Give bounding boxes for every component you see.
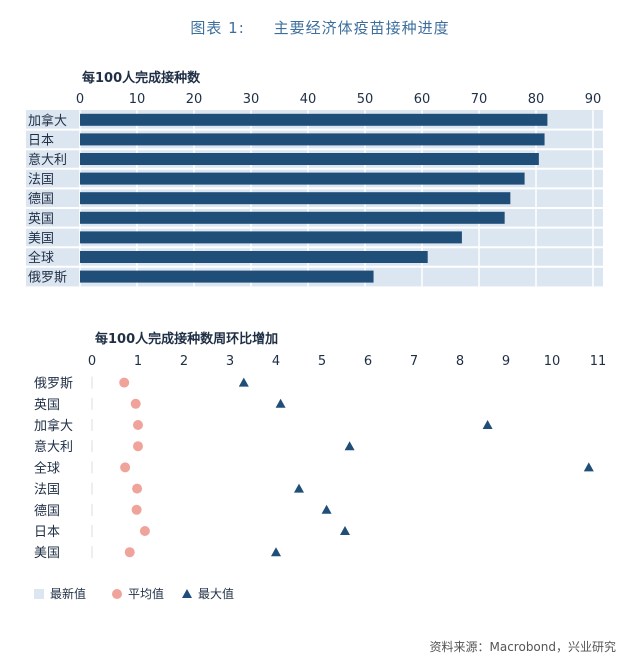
bar-x-tick-label: 30	[243, 92, 260, 107]
bar-x-tick-label: 60	[414, 92, 431, 107]
bar-category-label: 日本	[28, 133, 54, 148]
scatter-category-label: 美国	[34, 546, 60, 561]
scatter-x-tick-label: 0	[88, 354, 96, 369]
scatter-x-tick-label: 10	[544, 354, 561, 369]
max-point	[583, 462, 594, 472]
scatter-x-tick-label: 5	[318, 354, 326, 369]
bar-category-label: 德国	[28, 192, 54, 207]
bar-x-tick-label: 70	[471, 92, 488, 107]
scatter-category-label: 俄罗斯	[34, 377, 73, 392]
scatter-x-tick-label: 6	[364, 354, 372, 369]
avg-point	[133, 420, 143, 430]
bar-category-label: 俄罗斯	[28, 271, 67, 286]
avg-point	[130, 398, 141, 409]
bar-category-label: 法国	[28, 173, 54, 188]
bar-x-tick-label: 80	[528, 92, 545, 107]
avg-point	[124, 547, 135, 558]
legend-label: 最大值	[198, 586, 234, 601]
scatter-x-tick-label: 4	[272, 354, 280, 369]
bar	[80, 231, 462, 244]
bar-category-label: 加拿大	[28, 113, 67, 129]
scatter-x-tick-label: 3	[226, 354, 234, 369]
bar-x-tick-label: 40	[300, 92, 317, 107]
bar-x-tick-label: 0	[76, 92, 84, 107]
bar-category-label: 英国	[28, 212, 54, 227]
legend-swatch-latest	[34, 589, 44, 599]
max-point	[340, 526, 350, 535]
scatter-category-label: 日本	[34, 525, 60, 540]
bar-x-tick-label: 90	[585, 92, 602, 107]
max-point	[271, 547, 281, 557]
legend-swatch-average	[112, 589, 122, 599]
bar	[80, 192, 511, 205]
figure-title: 图表 1: 主要经济体疫苗接种进度	[190, 19, 450, 37]
scatter-x-tick-label: 7	[410, 354, 418, 369]
max-point	[294, 483, 304, 493]
avg-point	[120, 462, 131, 473]
bar	[80, 211, 505, 224]
avg-point	[131, 504, 142, 515]
bar	[80, 251, 428, 263]
bar	[80, 153, 539, 165]
bar-x-tick-label: 20	[186, 92, 203, 107]
legend-label: 最新值	[50, 586, 86, 601]
bar-x-tick-label: 10	[129, 92, 146, 107]
avg-point	[119, 377, 130, 388]
bar	[80, 270, 374, 283]
bar-chart-caption: 每100人完成接种数	[82, 71, 201, 86]
bar-category-label: 美国	[28, 231, 54, 246]
legend-label: 平均值	[128, 586, 164, 601]
scatter-x-tick-label: 2	[180, 354, 188, 369]
scatter-category-label: 德国	[34, 504, 60, 519]
scatter-category-label: 意大利	[34, 439, 73, 455]
bar	[80, 133, 545, 146]
avg-point	[139, 526, 150, 536]
scatter-x-tick-label: 9	[502, 354, 510, 369]
scatter-x-tick-label: 11	[590, 354, 607, 369]
bar-category-label: 全球	[28, 250, 54, 266]
bar-category-label: 意大利	[28, 152, 67, 168]
max-point	[482, 420, 493, 429]
avg-point	[132, 483, 143, 494]
scatter-category-label: 英国	[34, 398, 60, 413]
legend: 最新值 平均值 最大值	[34, 586, 234, 601]
max-point	[238, 377, 249, 387]
scatter-category-label: 法国	[34, 483, 60, 498]
bar-x-tick-label: 50	[357, 92, 374, 107]
scatter-category-label: 全球	[34, 460, 60, 476]
avg-point	[133, 441, 143, 452]
scatter-chart-caption: 每100人完成接种数周环比增加	[95, 332, 279, 347]
scatter-x-tick-label: 8	[456, 354, 464, 369]
scatter-category-label: 加拿大	[34, 418, 73, 434]
bar	[80, 172, 525, 185]
legend-swatch-max	[182, 589, 192, 598]
bar	[80, 113, 548, 126]
max-point	[321, 504, 332, 514]
max-point	[344, 441, 355, 451]
scatter-x-tick-label: 1	[134, 354, 142, 369]
max-point	[275, 398, 286, 408]
source-note: 资料来源：Macrobond，兴业研究	[429, 640, 617, 654]
